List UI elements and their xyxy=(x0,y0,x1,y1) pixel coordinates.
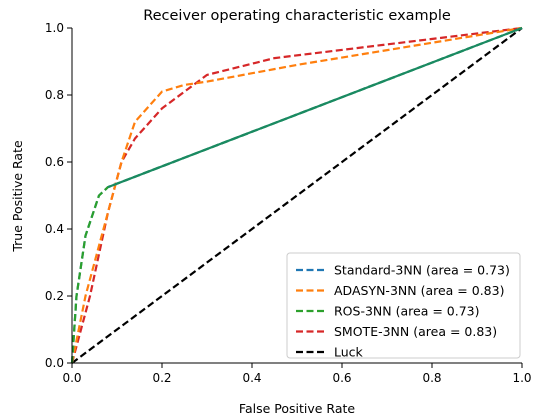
x-tick-label: 0.0 xyxy=(62,371,81,385)
y-axis-ticks: 0.0 0.2 0.4 0.6 0.8 1.0 xyxy=(45,21,72,370)
legend-label-1: ADASYN-3NN (area = 0.83) xyxy=(334,283,504,298)
legend-label-0: Standard-3NN (area = 0.73) xyxy=(334,263,510,278)
x-tick-label: 0.2 xyxy=(152,371,171,385)
overlay-solid-line xyxy=(107,26,523,189)
x-tick-label: 0.4 xyxy=(242,371,261,385)
x-tick-label: 0.8 xyxy=(422,371,441,385)
legend-label-2: ROS-3NN (area = 0.73) xyxy=(334,304,479,319)
series-line-1 xyxy=(70,26,523,364)
series-line-4 xyxy=(71,27,523,364)
y-tick-label: 0.2 xyxy=(45,289,64,303)
series-line-3 xyxy=(70,26,523,364)
x-tick-label: 0.6 xyxy=(332,371,351,385)
y-tick-label: 0.6 xyxy=(45,155,64,169)
legend-label-3: SMOTE-3NN (area = 0.83) xyxy=(334,324,497,339)
legend-label-4: Luck xyxy=(334,345,364,360)
y-tick-label: 0.4 xyxy=(45,222,64,236)
y-tick-label: 0.0 xyxy=(45,356,64,370)
x-tick-label: 1.0 xyxy=(512,371,531,385)
y-tick-label: 0.8 xyxy=(45,88,64,102)
legend-box xyxy=(286,252,521,359)
chart-title: Receiver operating characteristic exampl… xyxy=(143,8,451,24)
plot-lines xyxy=(70,26,523,364)
legend-items: Standard-3NN (area = 0.73) ADASYN-3NN (ar… xyxy=(296,263,510,360)
legend: Standard-3NN (area = 0.73) ADASYN-3NN (ar… xyxy=(286,252,521,360)
y-axis-label: True Positive Rate xyxy=(10,140,25,253)
x-axis-ticks: 0.0 0.2 0.4 0.6 0.8 1.0 xyxy=(62,363,532,385)
x-axis-label: False Positive Rate xyxy=(239,401,355,416)
y-tick-label: 1.0 xyxy=(45,21,64,35)
